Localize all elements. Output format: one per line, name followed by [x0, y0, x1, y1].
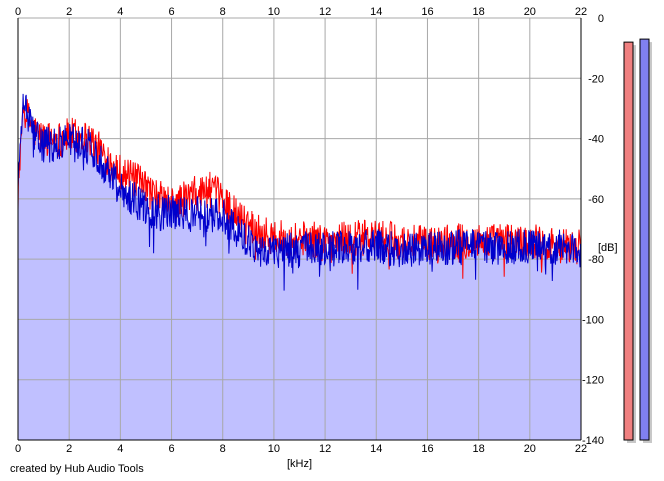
y-tick-label: -140 [582, 435, 604, 447]
y-tick-label: -20 [588, 73, 604, 85]
y-tick-label: -60 [588, 194, 604, 206]
x-tick-label-top: 22 [575, 6, 587, 18]
x-tick-label-top: 12 [319, 6, 331, 18]
x-axis-label: [kHz] [287, 458, 312, 470]
x-tick-label-top: 20 [524, 6, 536, 18]
x-tick-label-top: 2 [66, 6, 72, 18]
level-meter-1 [639, 38, 650, 441]
y-tick-label: -100 [582, 314, 604, 326]
x-tick-label-bottom: 18 [473, 443, 485, 455]
y-tick-label: -40 [588, 134, 604, 146]
x-tick-label-bottom: 10 [268, 443, 280, 455]
y-tick-label: -120 [582, 375, 604, 387]
x-tick-label-top: 10 [268, 6, 280, 18]
x-tick-label-bottom: 2 [66, 443, 72, 455]
x-tick-label-top: 8 [220, 6, 226, 18]
level-meter-0 [623, 41, 634, 441]
x-tick-label-top: 4 [117, 6, 123, 18]
x-tick-label-top: 14 [370, 6, 382, 18]
x-tick-label-top: 0 [15, 6, 21, 18]
x-tick-label-bottom: 4 [117, 443, 123, 455]
x-tick-label-bottom: 6 [168, 443, 174, 455]
x-tick-label-top: 6 [168, 6, 174, 18]
spectrum-fill [18, 93, 581, 441]
y-axis-label: [dB] [598, 242, 618, 254]
y-tick-label: 0 [598, 13, 604, 25]
x-tick-label-bottom: 20 [524, 443, 536, 455]
credit-label: created by Hub Audio Tools [10, 463, 144, 475]
x-tick-label-bottom: 0 [15, 443, 21, 455]
x-tick-label-top: 18 [473, 6, 485, 18]
x-tick-label-bottom: 8 [220, 443, 226, 455]
x-tick-label-top: 16 [421, 6, 433, 18]
y-tick-label: -80 [588, 254, 604, 266]
x-tick-label-bottom: 14 [370, 443, 382, 455]
x-tick-label-bottom: 22 [575, 443, 587, 455]
x-tick-label-bottom: 12 [319, 443, 331, 455]
series-line-1 [17, 93, 582, 291]
x-tick-label-bottom: 16 [421, 443, 433, 455]
